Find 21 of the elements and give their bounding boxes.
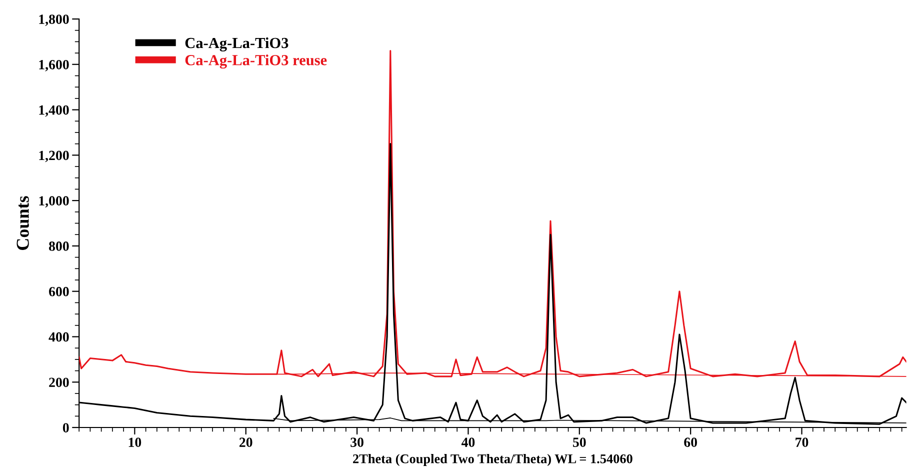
legend-label: Ca-Ag-La-TiO3 [185, 37, 288, 52]
legend-label: Ca-Ag-La-TiO3 reuse [185, 54, 327, 69]
y-tick-label: 1,000 [39, 196, 69, 208]
x-tick-label: 60 [684, 438, 697, 447]
y-tick-label: 1,400 [39, 105, 69, 117]
y-tick-label: 800 [48, 242, 69, 251]
y-tick-label: 400 [48, 332, 69, 342]
y-tick-label: 0 [62, 423, 69, 432]
y-tick-label: 1,800 [39, 14, 69, 26]
y-tick-label: 1,600 [39, 60, 69, 72]
x-axis-title: 2Theta (Coupled Two Theta/Theta) WL = 1.54060 [353, 454, 632, 466]
x-tick-label: 40 [461, 438, 475, 447]
x-tick-label: 50 [573, 438, 586, 447]
x-tick-label: 30 [350, 438, 364, 447]
x-tick-label: 20 [239, 438, 252, 447]
y-tick-label: 1,200 [39, 150, 69, 162]
y-tick-label: 600 [49, 286, 69, 296]
x-tick-label: 10 [128, 438, 142, 447]
y-tick-label: 200 [49, 378, 69, 388]
y-axis-title: Counts [16, 196, 29, 250]
x-tick-label: 70 [796, 438, 808, 447]
